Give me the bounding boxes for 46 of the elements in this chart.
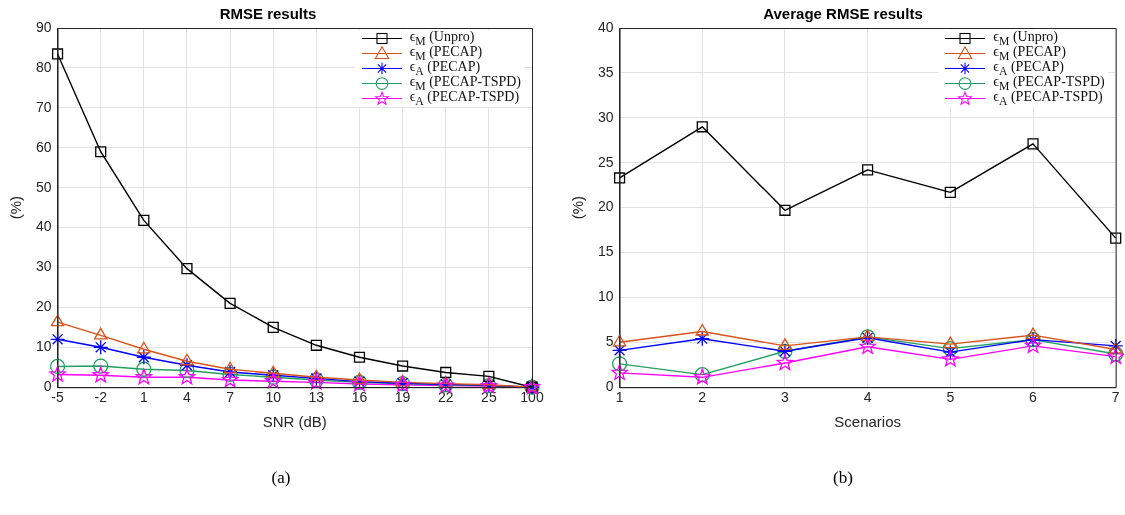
x-tick-label: -5 [51, 389, 65, 406]
x-tick-label: 100 [520, 389, 544, 406]
x-tick-label: 25 [481, 389, 497, 406]
chart-title: RMSE results [219, 5, 317, 23]
chart-title: Average RMSE results [763, 5, 923, 23]
y-tick-label: 5 [605, 333, 614, 350]
x-axis-title: SNR (dB) [262, 413, 327, 431]
y-tick-label: 40 [597, 18, 614, 35]
y-tick-label: 10 [35, 338, 52, 355]
x-tick-label: 13 [308, 389, 325, 406]
text: (b) [832, 468, 854, 488]
x-tick-label: 7 [1111, 389, 1120, 406]
x-tick-label: 5 [946, 389, 955, 406]
x-tick-label: 2 [698, 389, 707, 406]
y-tick-label: 30 [35, 258, 52, 275]
x-tick-label: 19 [394, 389, 411, 406]
y-tick-label: 90 [35, 18, 52, 35]
y-tick-label: 50 [35, 178, 52, 195]
x-tick-label: 4 [863, 389, 872, 406]
x-tick-label: 6 [1029, 389, 1038, 406]
x-axis-title: Scenarios [834, 413, 901, 431]
x-tick-label: 22 [437, 389, 454, 406]
y-axis-title: (%) [569, 195, 587, 220]
x-tick-label: 10 [265, 389, 282, 406]
y-tick-label: 0 [43, 378, 52, 395]
x-tick-label: 7 [226, 389, 235, 406]
y-tick-label: 30 [597, 108, 614, 125]
y-tick-label: 60 [35, 138, 52, 155]
x-tick-label: 1 [615, 389, 624, 406]
y-tick-label: 0 [605, 378, 614, 395]
x-tick-label: 1 [139, 389, 148, 406]
y-axis-title: (%) [7, 195, 25, 220]
y-tick-label: 20 [597, 198, 614, 215]
y-tick-label: 35 [597, 63, 614, 80]
y-tick-label: 15 [597, 243, 614, 260]
y-tick-label: 20 [35, 298, 52, 315]
x-tick-label: 3 [781, 389, 790, 406]
x-tick-label: 16 [351, 389, 368, 406]
y-tick-label: 70 [35, 98, 52, 115]
y-tick-label: 10 [597, 288, 614, 305]
x-tick-label: -2 [94, 389, 108, 406]
y-tick-label: 25 [597, 153, 614, 170]
y-tick-label: 80 [35, 58, 52, 75]
y-tick-label: 40 [35, 218, 52, 235]
text: (a) [270, 468, 292, 488]
x-tick-label: 4 [183, 389, 192, 406]
